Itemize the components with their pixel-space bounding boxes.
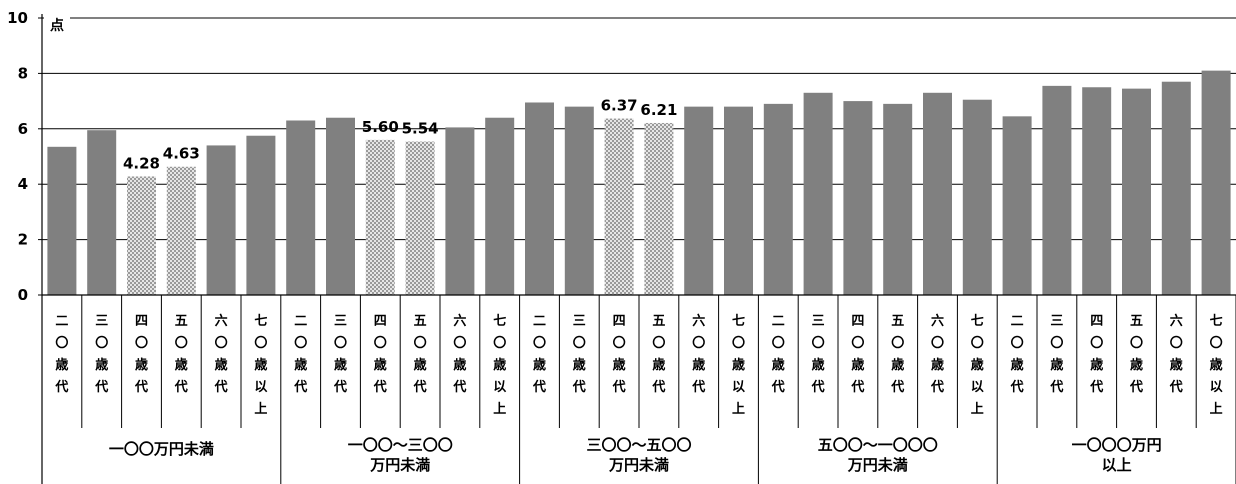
bar [326,117,355,295]
group-label: 三〇〇～五〇〇 [586,436,691,454]
category-label: 六〇歳代 [930,313,944,395]
bar [445,127,475,295]
category-label: 三〇歳代 [1049,314,1063,395]
bar-highlighted [604,118,634,296]
data-label: 6.21 [640,101,677,119]
category-label: 五〇歳代 [174,314,188,395]
category-label: 五〇歳代 [890,314,904,395]
data-label: 5.60 [362,118,399,136]
category-label: 七〇歳以上 [1210,314,1223,417]
bar [47,146,77,295]
category-label: 七〇歳以上 [971,314,984,417]
category-label: 四〇歳代 [134,314,148,395]
category-label: 六〇歳代 [691,313,705,395]
bar [564,106,594,295]
group-label: 一〇〇〇万円 [1072,436,1162,454]
category-label: 七〇歳以上 [732,314,745,417]
bar [87,130,117,295]
category-label: 五〇歳代 [1129,314,1143,395]
category-label: 四〇歳代 [850,314,864,395]
category-label: 三〇歳代 [572,314,586,395]
group-label: 万円未満 [608,456,669,474]
category-label: 五〇歳代 [413,314,427,395]
bar [485,117,515,295]
category-label: 四〇歳代 [1089,314,1103,395]
bar [1082,87,1112,295]
bar [246,135,276,295]
group-label: 一〇〇～三〇〇 [348,436,453,454]
group-label: 万円未満 [369,456,430,474]
data-label: 6.37 [601,97,638,115]
bar [684,106,714,295]
y-tick-label: 10 [7,9,28,27]
category-label: 七〇歳以上 [254,314,267,417]
category-label: 三〇歳代 [94,314,108,395]
category-label: 三〇歳代 [811,314,825,395]
bar [1161,81,1191,296]
y-tick-label: 8 [18,64,28,82]
bar [763,103,793,296]
category-label: 二〇歳代 [532,314,546,395]
y-tick-label: 6 [18,120,28,138]
category-label: 六〇歳代 [214,313,228,395]
bar [206,145,236,295]
bar [883,103,913,296]
group-label: 万円未満 [847,456,908,474]
bar [1122,88,1151,295]
data-label: 4.63 [163,145,200,163]
gridlines [42,17,1236,241]
group-label: 以上 [1102,456,1132,474]
category-label: 三〇歳代 [333,314,347,395]
data-label: 5.54 [402,120,439,138]
bars [47,70,1231,296]
bar-highlighted [644,122,674,295]
data-label: 4.28 [123,154,160,172]
bar [1201,70,1231,295]
unit-label-backdrop [44,9,70,27]
y-tick-label: 0 [18,286,28,304]
bar [843,101,873,295]
bar [525,102,554,295]
group-label: 一〇〇万円未満 [109,440,214,458]
category-label: 二〇歳代 [293,314,307,395]
category-label: 四〇歳代 [373,314,387,395]
bar [962,99,992,295]
labels: 0 2 4 6 8 10 二〇歳代 三〇歳代 4.28 四〇歳代 4.63 五〇歳代 六〇歳代 七〇歳以上… [7,9,1223,474]
unit-label: 点 [50,17,64,34]
y-tick-label: 2 [18,231,28,249]
bar-highlighted [365,139,395,295]
bar [724,106,753,295]
group-label: 五〇〇～一〇〇〇 [818,436,938,454]
bar [923,92,952,295]
bar-highlighted [166,166,196,295]
category-label: 二〇歳代 [771,314,785,395]
category-label: 六〇歳代 [1169,313,1183,395]
category-label: 六〇歳代 [452,313,466,395]
bar [286,120,316,296]
category-label: 五〇歳代 [651,314,665,395]
y-tick-label: 4 [18,175,28,193]
bar-highlighted [405,141,435,295]
axes [38,14,1236,484]
bar [803,92,833,295]
category-label: 四〇歳代 [612,314,626,395]
bar [1002,116,1032,296]
category-label: 二〇歳代 [54,314,68,395]
bar-highlighted [127,176,156,295]
category-label: 七〇歳以上 [493,314,506,417]
category-label: 二〇歳代 [1010,314,1024,395]
bar [1042,85,1072,296]
